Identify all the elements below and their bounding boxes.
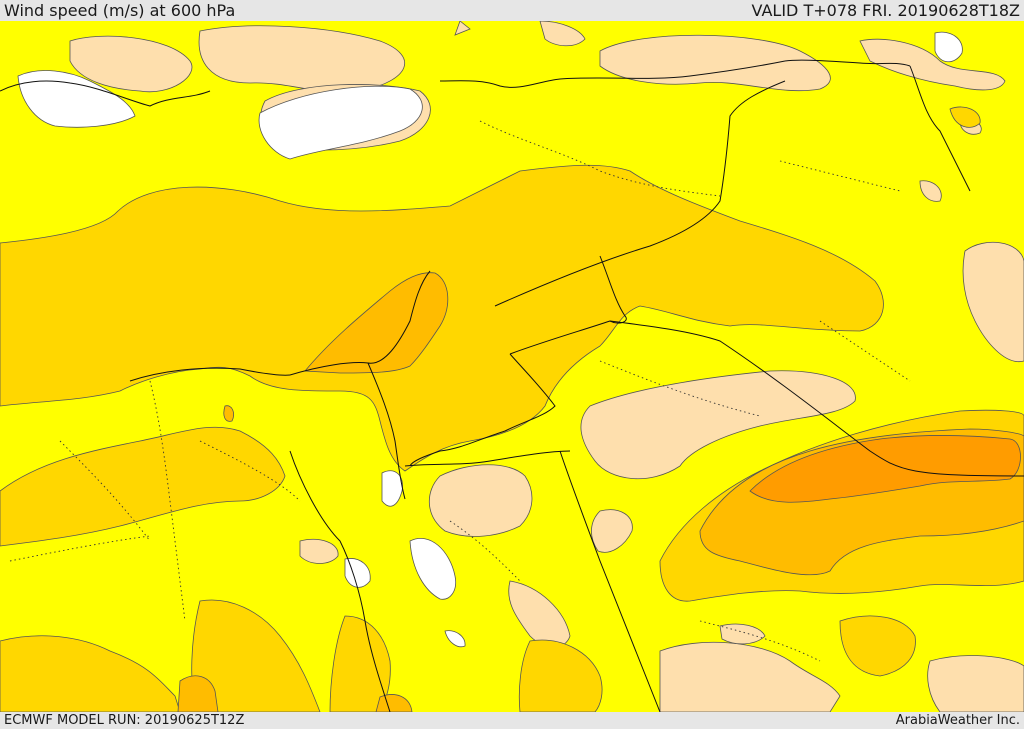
wind-speed-map xyxy=(0,21,1024,712)
model-run-label: ECMWF MODEL RUN: 20190625T12Z xyxy=(4,713,245,728)
valid-time-label: VALID T+078 FRI. 20190628T18Z xyxy=(751,1,1020,20)
max-wind-areas xyxy=(749,435,1021,503)
calm-areas xyxy=(17,31,963,648)
map-title: Wind speed (m/s) at 600 hPa xyxy=(4,1,236,20)
admin-lines xyxy=(9,120,911,662)
credit-label: ArabiaWeather Inc. xyxy=(895,713,1020,728)
borders xyxy=(0,59,1024,712)
